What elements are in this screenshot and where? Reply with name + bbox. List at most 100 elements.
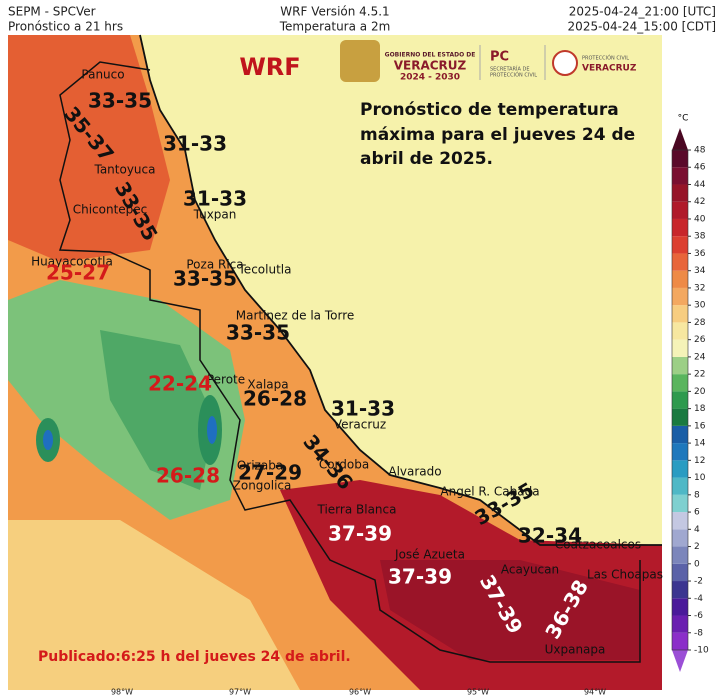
city-label: Coatzacoalcos (555, 538, 641, 552)
map (8, 34, 662, 690)
colorbar-band (672, 305, 688, 323)
colorbar-tick-label: -8 (694, 628, 703, 638)
state-border (58, 61, 641, 663)
forecast-text: abril de 2025. (360, 149, 493, 169)
temperature-range: 22-24 (148, 372, 212, 396)
logo-text: PROTECCIÓN CIVIL (582, 55, 629, 62)
logo-text: VERACRUZ (582, 64, 637, 74)
logo-emblem (340, 40, 380, 82)
colorbar-tick-label: 4 (694, 525, 700, 535)
colorbar-tick-label: 2 (694, 542, 700, 552)
mild-zone (8, 520, 300, 690)
colorbar-tick-label: 8 (694, 490, 700, 500)
cold-spot (43, 430, 53, 450)
city-label: Veracruz (334, 418, 386, 432)
colorbar-tick-label: 10 (694, 473, 706, 483)
colorbar-tick-label: 6 (694, 508, 700, 518)
colorbar-tick-label: -6 (694, 611, 703, 621)
colorbar-band (672, 563, 688, 582)
city-label: José Azueta (394, 548, 465, 562)
colorbar-band (672, 218, 688, 237)
colorbar-tick-label: 18 (694, 404, 706, 414)
logos: GOBIERNO DEL ESTADO DE VERACRUZ 2024 - 2… (340, 40, 637, 83)
city-label: Tierra Blanca (317, 503, 397, 517)
temperature-range: 32-34 (518, 524, 582, 548)
colorbar-tick-label: 30 (694, 301, 706, 311)
forecast-text: Pronóstico de temperatura (360, 100, 619, 120)
logo-text: PC (490, 50, 509, 65)
colorbar-band (672, 374, 688, 392)
city-label: Xalapa (247, 378, 288, 392)
city-label: Huayacocotla (31, 255, 113, 269)
colorbar-band (672, 460, 688, 478)
city-label: Zongolica (233, 479, 292, 493)
very-hot-zone (380, 560, 640, 660)
temperature-range: 26-28 (243, 387, 307, 411)
colorbar-band (672, 150, 688, 168)
colorbar-tick-label: 20 (694, 387, 706, 397)
colorbar-tick-label: 14 (694, 439, 706, 449)
published-note: Publicado:6:25 h del jueves 24 de abril. (38, 649, 351, 665)
land (8, 35, 662, 690)
city-label: Chicontepec (73, 203, 148, 217)
colorbar-band (672, 581, 688, 599)
temperature-range: 37-39 (328, 522, 392, 546)
colorbar-band (672, 615, 688, 633)
logo-text: 2024 - 2030 (400, 73, 460, 83)
colorbar-band (672, 391, 688, 409)
colorbar-band (672, 443, 688, 461)
colorbar-tick-label: 12 (694, 456, 705, 466)
temperature-range: 31-33 (183, 187, 247, 211)
longitude-label: 94°W (584, 688, 606, 697)
header-text: 2025-04-24_21:00 [UTC] (569, 5, 716, 19)
colorbar-tick-label: 44 (694, 180, 706, 190)
longitude-label: 97°W (229, 688, 251, 697)
city-label: Perote (207, 373, 245, 387)
logo-text: SECRETARÍA DE (490, 66, 530, 73)
hot-zone (8, 35, 170, 262)
colorbar-band (672, 529, 688, 547)
colorbar-band (672, 253, 688, 271)
colorbar-tick-label: 16 (694, 421, 706, 431)
colorbar-band (672, 425, 688, 444)
colorbar-band (672, 201, 688, 219)
temperature-range: 33-35 (226, 321, 290, 345)
brand: WRF (239, 53, 300, 81)
colorbar-tick-label: 26 (694, 335, 706, 345)
colorbar-tick-label: -10 (694, 646, 709, 656)
colorbar-tick-label: 48 (694, 146, 706, 156)
colorbar-band (672, 408, 688, 426)
city-label: Poza Rica (186, 258, 243, 272)
temperature-range: 31-33 (163, 132, 227, 156)
colorbar-band (672, 184, 688, 202)
cold-spot (207, 416, 217, 444)
colorbar-tick-label: 40 (694, 214, 706, 224)
colorbar-band (672, 236, 688, 254)
city-label: Uxpanapa (545, 643, 606, 657)
header-text: Temperatura a 2m (279, 20, 391, 34)
colorbar-tick-label: 28 (694, 318, 706, 328)
temperature-range: 25-27 (46, 261, 110, 285)
temperature-range: 37-39 (388, 565, 452, 589)
colorbar-tick-label: 36 (694, 249, 706, 259)
colorbar-tick-label: 46 (694, 163, 706, 173)
city-label: Cordoba (319, 458, 369, 472)
header-text: Pronóstico a 21 hrs (8, 20, 123, 34)
city-label: Alvarado (388, 465, 441, 479)
city-label: Martinez de la Torre (236, 309, 355, 323)
coastline (139, 34, 662, 546)
header-text: WRF Versión 4.5.1 (280, 5, 389, 19)
logo-text: VERACRUZ (394, 59, 467, 73)
city-label: Tecolutla (238, 263, 292, 277)
colorbar-tick-label: 42 (694, 197, 705, 207)
colorbar-band (672, 477, 688, 495)
colorbar-band (672, 632, 688, 650)
logo-text: PROTECCIÓN CIVIL (490, 72, 537, 79)
city-label: Tuxpan (193, 208, 237, 222)
city-label: Orizaba (237, 459, 283, 473)
longitude-label: 96°W (349, 688, 371, 697)
city-label: Panuco (81, 68, 124, 82)
city-label: Las Choapas (587, 568, 663, 582)
colorbar-band (672, 167, 688, 185)
